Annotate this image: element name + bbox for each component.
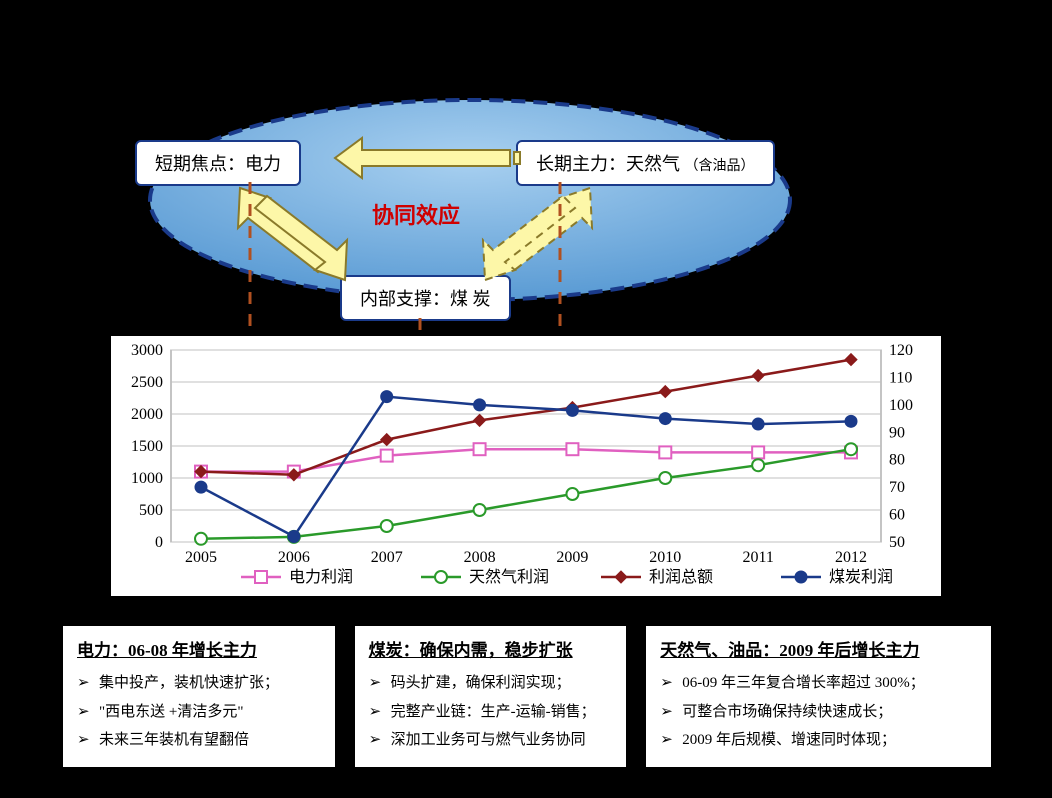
info-panel: 天然气、油品：2009 年后增长主力 06-09 年三年复合增长率超过 300%；… <box>645 625 992 768</box>
info-panel-list: 码头扩建，确保利润实现；完整产业链：生产-运输-销售；深加工业务可与燃气业务协同 <box>369 669 613 755</box>
box-bottom-label: 内部支撑：煤 炭 <box>360 289 491 309</box>
svg-text:2008: 2008 <box>464 549 496 566</box>
svg-text:煤炭利润: 煤炭利润 <box>829 568 893 586</box>
info-panel-item: 可整合市场确保持续快速成长； <box>660 698 977 727</box>
svg-text:电力利润: 电力利润 <box>289 568 353 586</box>
info-panel-item: "西电东送 +清洁多元" <box>77 698 321 727</box>
svg-text:90: 90 <box>889 424 905 441</box>
info-panel-item: 完整产业链：生产-运输-销售； <box>369 698 613 727</box>
box-support: 内部支撑：煤 炭 <box>340 275 511 321</box>
svg-text:2006: 2006 <box>278 549 310 566</box>
svg-text:2010: 2010 <box>649 549 681 566</box>
svg-text:50: 50 <box>889 534 905 551</box>
svg-text:2011: 2011 <box>742 549 773 566</box>
info-panel-item: 未来三年装机有望翻倍 <box>77 726 321 755</box>
svg-text:2005: 2005 <box>185 549 217 566</box>
box-right-main: 长期主力：天然气 <box>536 154 680 174</box>
info-panel-title: 煤炭：确保内需，稳步扩张 <box>369 636 613 661</box>
svg-text:100: 100 <box>889 397 913 414</box>
svg-text:0: 0 <box>155 534 163 551</box>
divider-bottom <box>110 602 940 604</box>
svg-text:3000: 3000 <box>131 342 163 359</box>
line-chart: 0 500 1000 1500 2000 2500 3000 50 60 70 80 90 100 110… <box>110 335 940 595</box>
info-panel-title: 天然气、油品：2009 年后增长主力 <box>660 636 977 661</box>
svg-text:1500: 1500 <box>131 438 163 455</box>
info-panel-item: 码头扩建，确保利润实现； <box>369 669 613 698</box>
svg-text:利润总额: 利润总额 <box>649 568 713 586</box>
svg-text:110: 110 <box>889 369 912 386</box>
info-panel: 煤炭：确保内需，稳步扩张码头扩建，确保利润实现；完整产业链：生产-运输-销售；深… <box>354 625 628 768</box>
svg-text:2007: 2007 <box>371 549 403 566</box>
info-panel-list: 06-09 年三年复合增长率超过 300%；可整合市场确保持续快速成长；2009… <box>660 669 977 755</box>
svg-text:2500: 2500 <box>131 374 163 391</box>
svg-text:120: 120 <box>889 342 913 359</box>
svg-text:1000: 1000 <box>131 470 163 487</box>
svg-text:2009: 2009 <box>556 549 588 566</box>
svg-text:天然气利润: 天然气利润 <box>469 568 549 586</box>
info-panels: 电力：06-08 年增长主力集中投产，装机快速扩张；"西电东送 +清洁多元"未来… <box>62 625 992 768</box>
svg-text:2000: 2000 <box>131 406 163 423</box>
svg-text:80: 80 <box>889 452 905 469</box>
info-panel-list: 集中投产，装机快速扩张；"西电东送 +清洁多元"未来三年装机有望翻倍 <box>77 669 321 755</box>
synergy-label: 协同效应 <box>372 198 460 230</box>
box-right-sub: （含油品） <box>685 159 755 174</box>
box-short-term: 短期焦点：电力 <box>135 140 301 186</box>
info-panel-item: 06-09 年三年复合增长率超过 300%； <box>660 669 977 698</box>
info-panel-item: 集中投产，装机快速扩张； <box>77 669 321 698</box>
info-panel-item: 深加工业务可与燃气业务协同 <box>369 726 613 755</box>
svg-text:2012: 2012 <box>835 549 867 566</box>
box-long-term: 长期主力：天然气 （含油品） <box>516 140 775 186</box>
svg-text:500: 500 <box>139 502 163 519</box>
box-left-label: 短期焦点：电力 <box>155 154 281 174</box>
svg-text:70: 70 <box>889 479 905 496</box>
info-panel-item: 2009 年后规模、增速同时体现； <box>660 726 977 755</box>
info-panel-title: 电力：06-08 年增长主力 <box>77 636 321 661</box>
info-panel: 电力：06-08 年增长主力集中投产，装机快速扩张；"西电东送 +清洁多元"未来… <box>62 625 336 768</box>
svg-text:60: 60 <box>889 507 905 524</box>
